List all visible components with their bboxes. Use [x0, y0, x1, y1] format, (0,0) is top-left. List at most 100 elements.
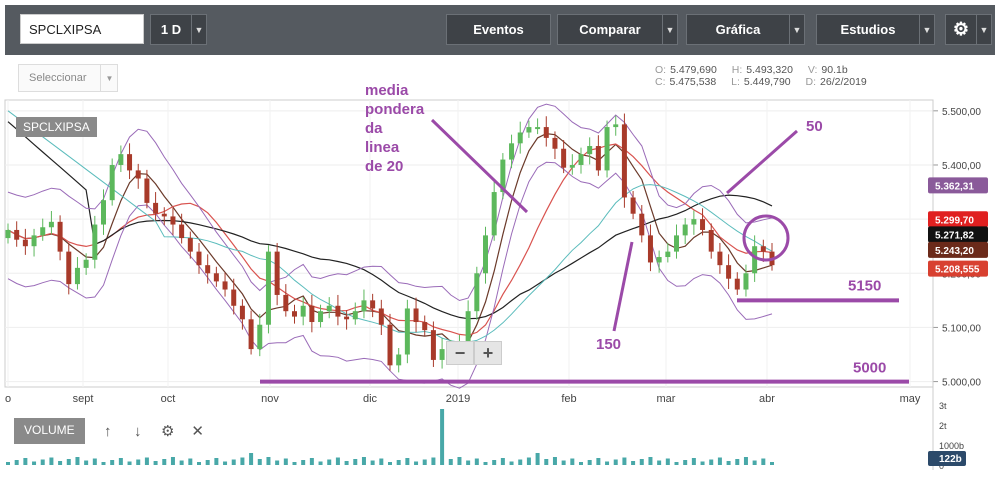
candle-body [708, 229, 714, 252]
price-tag-label: 5.299,70 [935, 215, 974, 226]
gear-icon[interactable]: ⚙ [945, 14, 977, 45]
volume-bar [466, 460, 471, 465]
volume-bar [665, 458, 670, 465]
grafica-button[interactable]: Gráfica [686, 14, 790, 45]
move-up-icon[interactable]: ↑ [103, 422, 112, 440]
period-dropdown-arrow[interactable]: ▼ [191, 14, 207, 45]
x-tick-label: 2019 [446, 393, 470, 405]
eventos-button[interactable]: Eventos [446, 14, 551, 45]
x-tick-label: nov [261, 393, 279, 405]
annotation-arrow-ma50 [726, 129, 798, 195]
candle-body [352, 311, 358, 320]
candle-body [639, 213, 645, 236]
annotation-arrow-ma20 [430, 118, 529, 214]
candle-body [674, 235, 679, 252]
candle-body [647, 235, 653, 263]
volume-bar [257, 459, 262, 465]
close-icon[interactable]: ✕ [191, 423, 204, 440]
candle-body [483, 235, 488, 274]
candle-body [318, 311, 324, 323]
candle-body [5, 229, 11, 239]
candle-body [717, 251, 723, 266]
estudios-dropdown-arrow[interactable]: ▼ [919, 14, 935, 45]
candle-body [517, 132, 523, 144]
top-toolbar: SPCLXIPSA 1 D ▼ Eventos Comparar ▼ Gráfi… [5, 5, 995, 55]
x-tick-label: sept [73, 393, 94, 405]
zoom-out-button[interactable]: − [446, 341, 474, 365]
grafica-dropdown-arrow[interactable]: ▼ [789, 14, 805, 45]
symbol-input[interactable]: SPCLXIPSA [20, 14, 144, 44]
candle-body [387, 324, 393, 366]
candle-body [682, 224, 688, 236]
comparar-dropdown-arrow[interactable]: ▼ [662, 14, 678, 45]
volume-bar [709, 459, 714, 465]
volume-tag [928, 451, 966, 466]
volume-bar [205, 460, 210, 465]
drawing-select-arrow[interactable]: ▼ [100, 64, 118, 92]
price-tag [928, 226, 988, 243]
volume-bar [84, 460, 89, 465]
x-tick-label: feb [561, 393, 576, 405]
candle-body [118, 154, 124, 165]
x-tick-label: dic [363, 393, 378, 405]
volume-bar [639, 459, 644, 465]
volume-bar [587, 460, 592, 465]
volume-bar [605, 461, 610, 465]
estudios-button[interactable]: Estudios [816, 14, 920, 45]
candle-body [656, 257, 662, 263]
open-value: 5.479,690 [670, 64, 717, 76]
candle-body [760, 246, 766, 252]
candle-body [31, 235, 37, 247]
candle-body [370, 300, 376, 309]
candle-body [161, 213, 167, 217]
candle-body [335, 305, 341, 317]
candle-body [526, 127, 532, 133]
volume-toolbar: VOLUME ↑ ↓ ⚙ ✕ [14, 418, 205, 444]
volume-bar [691, 458, 696, 465]
volume-label: VOLUME [14, 418, 85, 444]
ma150-line [7, 121, 773, 320]
zoom-in-button[interactable]: + [474, 341, 502, 365]
volume-bar [414, 461, 419, 465]
volume-bar [422, 459, 427, 465]
annotations: media pondera da linea de 20 50 150 5150 5000 [260, 82, 909, 384]
volume-bar [613, 459, 618, 465]
candle-body [239, 305, 245, 320]
candle-body [248, 319, 254, 350]
volume-bar [197, 462, 201, 465]
volume-bar [379, 458, 384, 465]
volume-bar [700, 461, 705, 465]
candle-body [22, 239, 28, 247]
volume-bar [474, 458, 479, 465]
candle-body [422, 322, 428, 331]
volume-bar [179, 460, 184, 465]
volume-bar [231, 459, 236, 465]
candle-body [187, 238, 193, 252]
volume-bar [110, 460, 115, 465]
volume-bar [500, 458, 505, 465]
candle-body [213, 273, 219, 282]
volume-tick-label: 3t [939, 401, 947, 411]
volume-bar [683, 460, 688, 465]
x-tick-label: oct [161, 393, 176, 405]
volume-bar [309, 458, 314, 465]
volume-bar [162, 459, 167, 465]
drawing-select[interactable]: Seleccionar [18, 64, 118, 92]
price-tag-label: 5.208,555 [935, 265, 980, 276]
candle-body [74, 267, 80, 285]
volume-tick-label: 2t [939, 421, 947, 431]
candle-body [231, 289, 237, 306]
volume-bar [657, 460, 662, 465]
candle-body [144, 178, 150, 203]
move-down-icon[interactable]: ↓ [133, 422, 142, 440]
candle-body [396, 354, 402, 366]
volume-bar [6, 462, 10, 465]
settings-dropdown-arrow[interactable]: ▼ [976, 14, 992, 45]
volume-bar [579, 462, 583, 465]
candle-body [326, 305, 332, 312]
settings-gear-icon[interactable]: ⚙ [160, 423, 175, 440]
price-tag-label: 5.271,82 [935, 230, 974, 241]
candle-body [265, 251, 271, 325]
comparar-button[interactable]: Comparar [557, 14, 663, 45]
